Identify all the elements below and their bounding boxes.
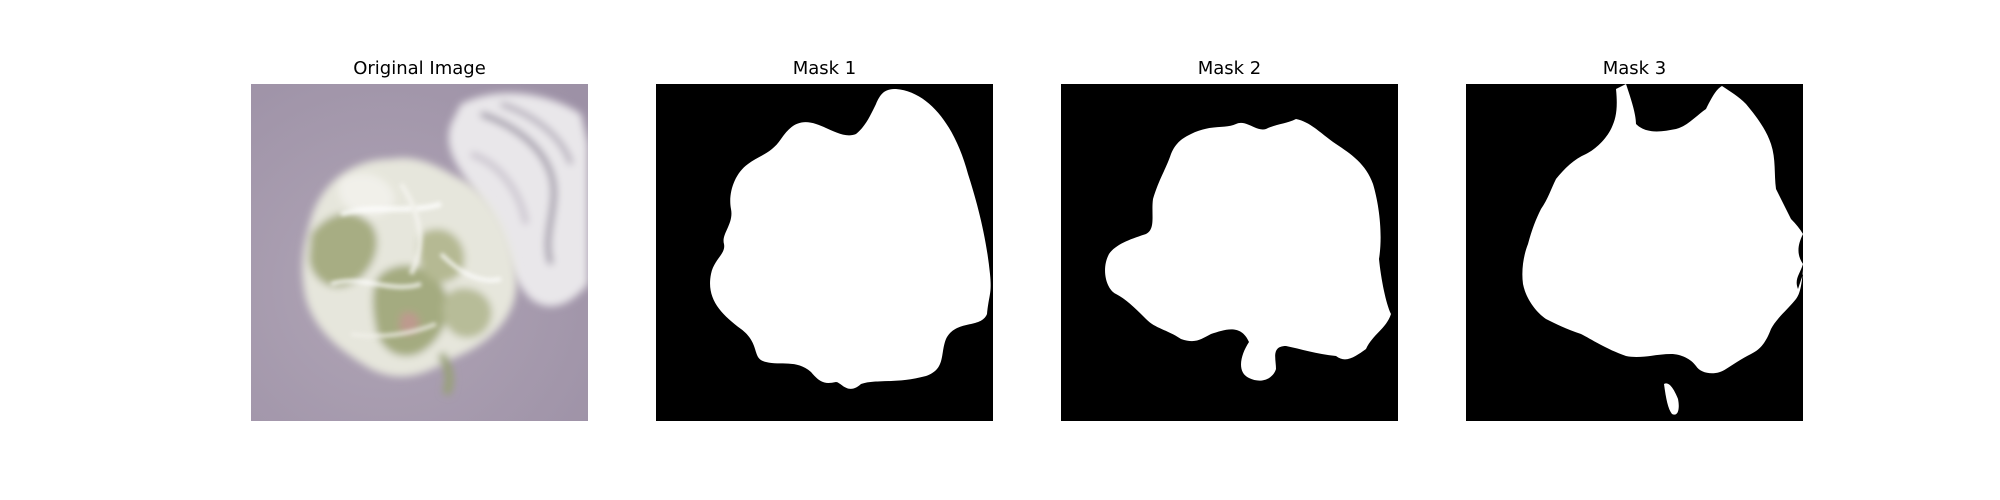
mask-2-region (1105, 119, 1391, 381)
mask-3-image (1466, 84, 1803, 421)
mask-3-title: Mask 3 (1602, 58, 1667, 79)
mask-2-panel: Mask 2 (1061, 0, 1398, 500)
mask-2-image (1061, 84, 1398, 421)
mask-1-image (656, 84, 993, 421)
mask-1-panel: Mask 1 (656, 0, 993, 500)
mask-1-title: Mask 1 (792, 58, 857, 79)
mask-3-region-small (1664, 383, 1679, 415)
mask-3-region (1522, 84, 1803, 374)
mask-3-panel: Mask 3 (1466, 0, 1803, 500)
mask-2-title: Mask 2 (1197, 58, 1262, 79)
mask-1-region (710, 89, 991, 389)
original-image-title: Original Image (353, 58, 486, 79)
original-image (251, 84, 588, 421)
original-image-panel: Original Image (251, 0, 588, 500)
